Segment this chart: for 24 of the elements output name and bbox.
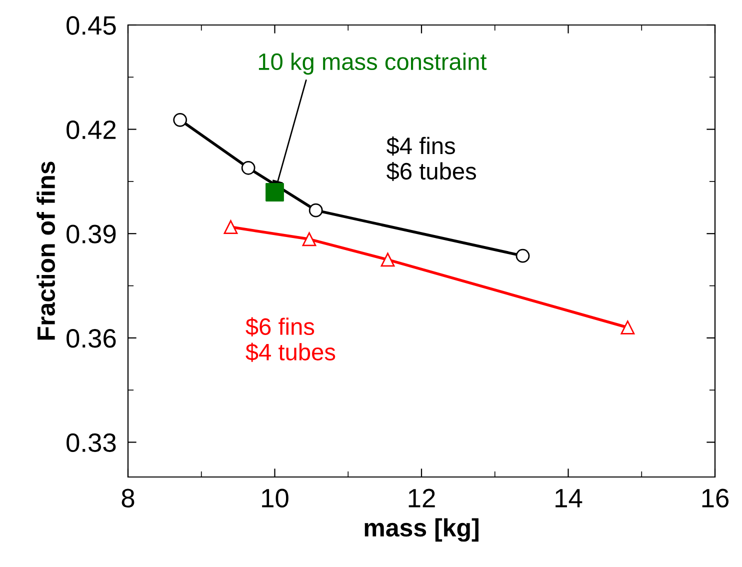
point [266, 183, 284, 202]
point [516, 248, 530, 263]
point [620, 320, 635, 334]
x-axis-title: mass [kg] [364, 518, 478, 542]
point [224, 220, 238, 234]
x-tick-label: 16 [702, 488, 729, 508]
x-tick-label: 12 [408, 488, 435, 508]
x-tick-label: 14 [556, 489, 582, 508]
point [241, 160, 256, 175]
y-tick-label: 0.42 [66, 120, 116, 140]
point [308, 203, 323, 218]
y-tick-label: 0.36 [66, 329, 116, 348]
series-label: $4 fins $6 tubes [386, 136, 476, 182]
annotation: 10 kg mass constraint [258, 52, 487, 75]
point [173, 112, 188, 127]
x-tick-label: 8 [122, 488, 134, 508]
point [302, 232, 316, 246]
y-tick-label: 0.33 [66, 433, 116, 452]
x-tick-label: 10 [262, 488, 288, 508]
y-axis-title: Fraction of fins [36, 162, 56, 340]
text: $6 fins $4 tubes [246, 317, 336, 362]
point [380, 252, 395, 267]
y-tick-label: 0.45 [66, 16, 116, 35]
y-tick-label: 0.39 [66, 224, 116, 244]
